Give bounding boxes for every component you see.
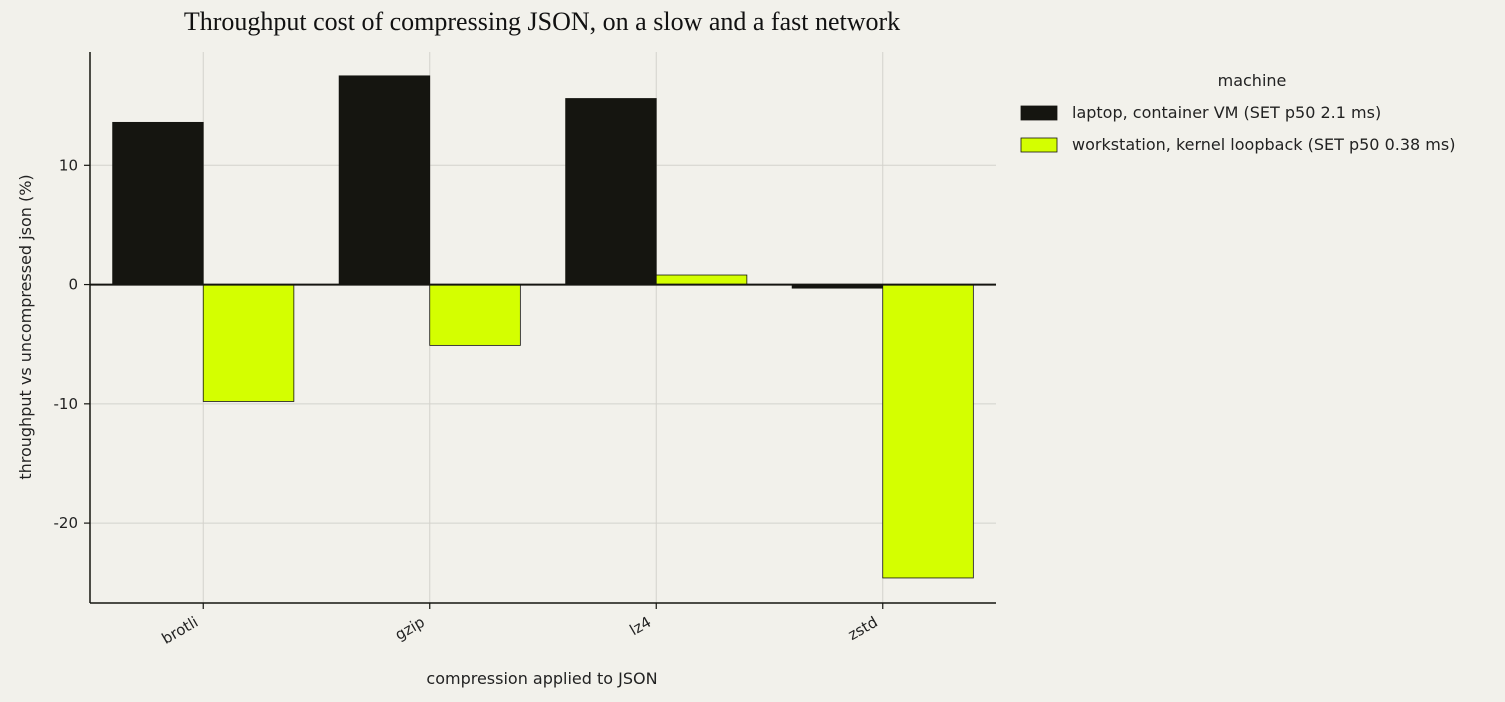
- x-tick-label-brotli: brotli: [159, 613, 202, 648]
- y-tick-label: 0: [68, 276, 78, 294]
- y-tick-label: -10: [54, 395, 79, 413]
- bar-workstation-zstd: [882, 284, 974, 579]
- y-tick-label: -20: [54, 514, 79, 532]
- bar-workstation-brotli: [202, 284, 295, 402]
- legend-swatch-0: [1020, 105, 1058, 121]
- x-tick-label-zstd: zstd: [845, 613, 881, 644]
- legend-title: machine: [1218, 71, 1287, 90]
- legend-swatch-1: [1020, 137, 1058, 153]
- x-axis-label: compression applied to JSON: [426, 669, 657, 688]
- plot-area: -20 -10 0 10 brotli gzip lz4 zstd: [54, 52, 996, 648]
- x-tick-label-gzip: gzip: [392, 613, 428, 644]
- legend-label-1: workstation, kernel loopback (SET p50 0.…: [1072, 135, 1455, 154]
- y-tick-label: 10: [59, 156, 78, 174]
- legend: machine laptop, container VM (SET p50 2.…: [1020, 71, 1455, 154]
- bar-laptop-gzip: [338, 75, 431, 285]
- chart-title: Throughput cost of compressing JSON, on …: [184, 7, 900, 36]
- bar-workstation-gzip: [429, 284, 521, 346]
- bar-workstation-lz4: [655, 274, 748, 285]
- y-axis-label: throughput vs uncompressed json (%): [16, 174, 35, 479]
- legend-label-0: laptop, container VM (SET p50 2.1 ms): [1072, 103, 1381, 122]
- x-tick-label-lz4: lz4: [627, 613, 655, 639]
- bar-laptop-brotli: [112, 121, 204, 285]
- bar-laptop-lz4: [565, 98, 657, 285]
